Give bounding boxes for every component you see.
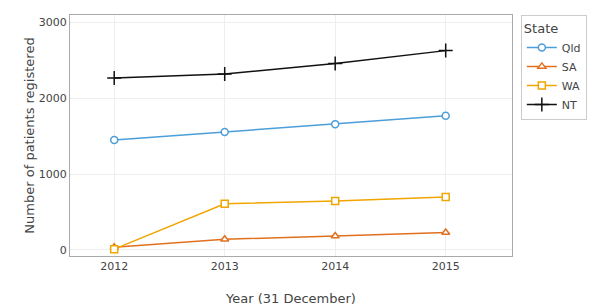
svg-text:0: 0 — [60, 244, 67, 257]
svg-text:Year (31 December): Year (31 December) — [225, 291, 356, 306]
svg-text:2013: 2013 — [211, 260, 239, 273]
svg-text:2012: 2012 — [100, 260, 128, 273]
svg-text:WA: WA — [562, 80, 580, 93]
svg-text:3000: 3000 — [39, 16, 67, 29]
svg-text:Number of patients registered: Number of patients registered — [22, 37, 37, 233]
svg-text:2000: 2000 — [39, 92, 67, 105]
svg-text:State: State — [524, 21, 558, 36]
svg-text:SA: SA — [562, 61, 577, 74]
svg-text:1000: 1000 — [39, 168, 67, 181]
svg-text:NT: NT — [562, 99, 577, 112]
svg-text:2014: 2014 — [321, 260, 349, 273]
svg-text:2015: 2015 — [432, 260, 460, 273]
svg-text:Qld: Qld — [562, 42, 581, 55]
